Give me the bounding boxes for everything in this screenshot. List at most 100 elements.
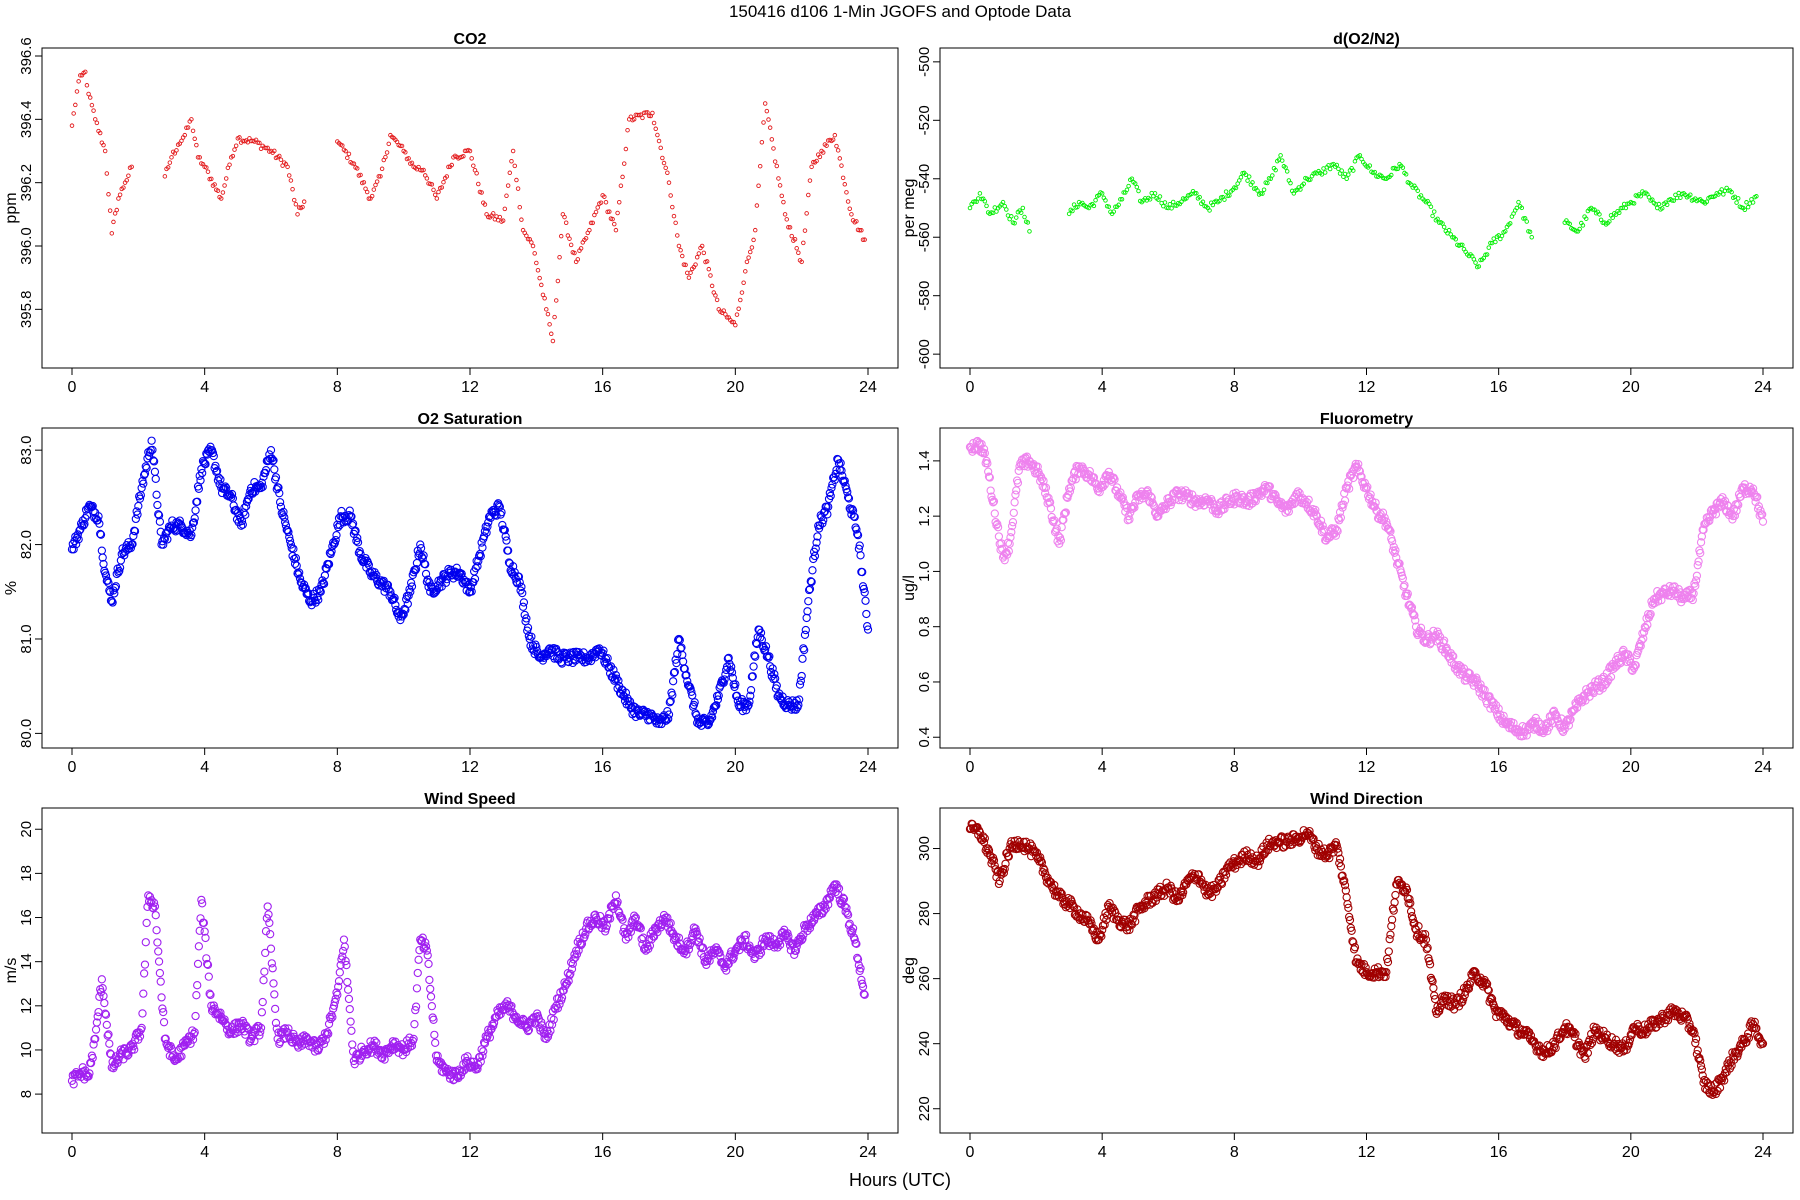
data-point (432, 192, 438, 198)
data-point (1487, 993, 1496, 1003)
data-point (665, 170, 670, 175)
data-point (466, 582, 475, 592)
data-point (1705, 516, 1714, 526)
data-point (502, 536, 511, 545)
data-point (94, 120, 100, 126)
data-point (977, 191, 983, 196)
data-point (1284, 169, 1290, 174)
data-point (165, 165, 171, 170)
data-point (1129, 502, 1138, 511)
data-point (1476, 264, 1482, 269)
data-point (643, 110, 649, 115)
data-point (422, 946, 432, 955)
data-point (523, 1026, 533, 1036)
data-point (790, 950, 799, 960)
data-point (1106, 204, 1112, 209)
x-tick-label: 24 (1754, 1144, 1772, 1161)
data-point (154, 511, 164, 520)
data-point (612, 221, 617, 227)
data-point (1342, 893, 1351, 902)
data-point (208, 448, 218, 458)
data-point (1690, 1029, 1699, 1038)
data-point (1029, 459, 1038, 469)
data-point (1744, 1033, 1754, 1043)
data-point (988, 498, 998, 507)
data-point (1485, 692, 1494, 701)
data-point (1194, 191, 1199, 196)
data-point (406, 578, 416, 587)
data-point (372, 1038, 381, 1047)
data-point (745, 697, 754, 706)
data-point (619, 691, 628, 700)
x-axis-label: Hours (UTC) (849, 1170, 951, 1190)
y-tick-label: 20 (18, 821, 35, 838)
data-point (301, 199, 307, 204)
data-point (752, 945, 762, 954)
data-point (984, 846, 994, 855)
data-point (777, 183, 783, 188)
data-point (1484, 986, 1493, 995)
y-tick-label: 83.0 (18, 436, 35, 465)
data-point (1130, 911, 1139, 920)
data-point (1157, 194, 1163, 199)
data-point (185, 526, 194, 535)
data-point (623, 146, 629, 152)
data-point (1054, 531, 1063, 541)
data-point (155, 968, 165, 978)
data-point (694, 254, 700, 260)
data-point (193, 981, 202, 990)
data-point (670, 667, 679, 677)
x-tick-label: 16 (1490, 379, 1508, 396)
data-point (578, 246, 584, 251)
data-point (332, 530, 341, 540)
data-point (441, 179, 446, 185)
data-point (425, 975, 434, 985)
data-point (1745, 204, 1751, 210)
data-point (315, 586, 325, 596)
data-point (1659, 206, 1665, 211)
data-point (114, 207, 120, 213)
data-point (1534, 717, 1543, 726)
data-point (850, 935, 859, 944)
data-point (198, 468, 207, 478)
data-point (1407, 603, 1417, 612)
data-point (507, 1001, 516, 1011)
data-point (1169, 206, 1174, 211)
data-point (1098, 925, 1107, 935)
data-point (605, 914, 615, 923)
data-point (800, 630, 810, 639)
y-tick-label: 1.0 (916, 561, 933, 582)
data-point (74, 535, 83, 544)
data-point (704, 259, 710, 264)
data-point (421, 167, 426, 173)
data-point (101, 1009, 110, 1018)
data-point (537, 275, 542, 281)
y-tick-label: 260 (916, 966, 933, 991)
data-point (614, 676, 623, 685)
data-point (236, 521, 246, 530)
series-do2n2 (967, 153, 1759, 270)
data-point (546, 1026, 555, 1035)
data-point (1697, 1065, 1707, 1074)
y-tick-label: 16 (18, 909, 35, 926)
data-point (631, 913, 640, 922)
data-point (407, 582, 417, 591)
x-tick-label: 24 (859, 379, 877, 396)
data-point (819, 516, 828, 525)
x-tick-label: 4 (1098, 759, 1107, 776)
data-point (801, 240, 806, 246)
data-point (1639, 634, 1648, 643)
data-point (547, 322, 552, 327)
data-point (1688, 595, 1697, 605)
data-point (1130, 503, 1139, 512)
y-tick-label: 0.8 (916, 616, 933, 637)
data-point (1625, 1035, 1635, 1044)
data-point (797, 936, 806, 945)
data-point (727, 668, 737, 677)
data-point (705, 956, 714, 966)
data-point (814, 158, 819, 164)
data-point (91, 1034, 100, 1044)
data-point (319, 578, 328, 588)
y-tick-label: 82.0 (18, 530, 35, 559)
